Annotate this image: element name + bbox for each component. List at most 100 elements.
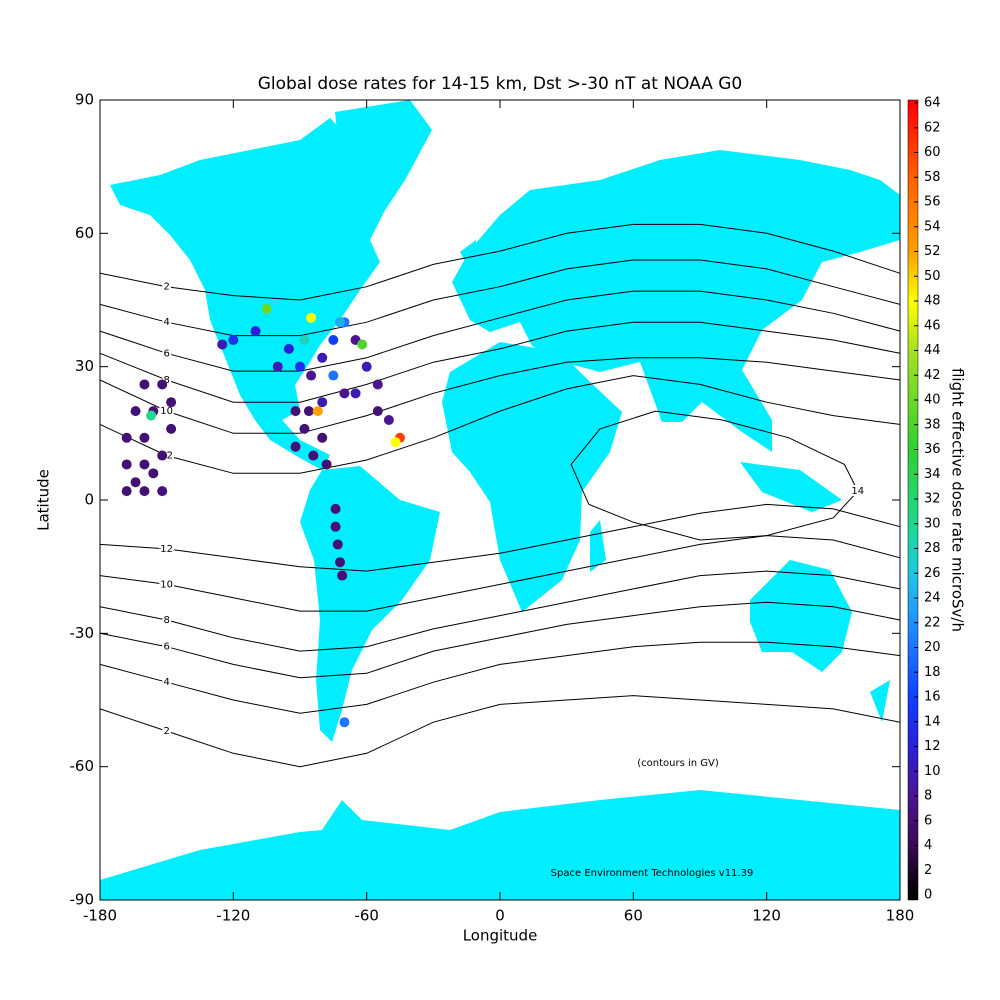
contour-label: 6 (163, 348, 169, 359)
y-tick-label: 60 (75, 224, 94, 242)
dose-point (295, 361, 305, 372)
dose-point (261, 303, 272, 314)
colorbar-tick-label: 46 (924, 318, 941, 333)
dose-point (130, 477, 141, 488)
colorbar-tick-label: 40 (924, 393, 941, 408)
colorbar-tick-label: 34 (924, 467, 941, 482)
dose-point (306, 312, 317, 323)
dose-point (317, 352, 328, 363)
dose-point (308, 450, 319, 461)
colorbar-tick-label: 24 (924, 591, 941, 606)
colorbar-tick-label: 36 (924, 442, 941, 457)
dose-point (299, 423, 310, 434)
colorbar-tick-label: 56 (924, 195, 941, 210)
dose-point (335, 557, 345, 568)
dose-point (361, 361, 372, 372)
dose-point (328, 335, 339, 345)
dose-point (383, 415, 394, 425)
colorbar-label: flight effective dose rate microSv/h (949, 368, 967, 632)
x-axis-label: Longitude (463, 927, 538, 945)
dose-point (139, 432, 150, 443)
contour-label: 6 (163, 642, 169, 653)
contour-label: 2 (163, 282, 169, 293)
contour-line (99, 601, 901, 679)
madagascar (590, 520, 606, 572)
colorbar-tick-label: 2 (924, 863, 932, 878)
colorbar-tick-label: 50 (924, 269, 941, 284)
dose-point (372, 379, 383, 390)
colorbar-tick-label: 14 (924, 714, 941, 729)
x-tick-label: -180 (83, 907, 117, 925)
contour-line (99, 641, 901, 714)
dose-point (306, 370, 317, 381)
contour-label: 8 (163, 615, 169, 626)
dose-point (390, 437, 401, 448)
dose-point (290, 441, 301, 452)
colorbar-tick-label: 22 (924, 615, 941, 630)
colorbar-tick-label: 18 (924, 665, 941, 680)
colorbar-tick-label: 28 (924, 541, 941, 556)
dose-point (299, 335, 310, 345)
colorbar (907, 99, 919, 901)
contour-line (99, 535, 901, 612)
colorbar-tick-label: 54 (924, 219, 941, 234)
dose-point (166, 397, 177, 408)
contour-line (99, 357, 901, 434)
greenland (335, 100, 432, 230)
australia (750, 560, 852, 672)
y-tick-label: 90 (75, 91, 94, 109)
colorbar-tick-label: 26 (924, 566, 941, 581)
colorbar-tick-label: 38 (924, 417, 941, 432)
colorbar-tick-label: 48 (924, 294, 941, 309)
dose-point (146, 410, 157, 421)
contour-label: 8 (163, 375, 169, 386)
contour-line (99, 321, 901, 403)
colorbar-tick-label: 64 (924, 96, 941, 111)
colorbar-tick-label: 6 (924, 813, 932, 828)
dose-point (157, 486, 168, 497)
dose-point (317, 432, 328, 443)
colorbar-tick-label: 10 (924, 764, 941, 779)
dose-point (250, 326, 261, 337)
antarctica (100, 790, 900, 900)
contour-line (99, 503, 901, 572)
x-tick-label: 180 (886, 907, 915, 925)
colorbar-tick-label: 20 (924, 640, 941, 655)
colorbar-tick-label: 8 (924, 789, 932, 804)
dose-point (321, 459, 332, 470)
dose-point (283, 343, 294, 354)
colorbar-tick-label: 32 (924, 492, 941, 507)
dose-point (372, 406, 383, 417)
dose-point (157, 450, 168, 461)
dose-point (357, 339, 368, 350)
dose-point (217, 339, 228, 350)
colorbar-tick-label: 4 (924, 838, 932, 853)
eurasia (452, 150, 900, 452)
colorbar-tick-label: 16 (924, 690, 941, 705)
indonesia (740, 462, 842, 512)
new-zealand (870, 680, 890, 722)
contour-line (99, 223, 901, 301)
contour-label: 4 (163, 317, 169, 328)
colorbar-tick-label: 52 (924, 244, 941, 259)
dose-point (272, 361, 283, 372)
dose-point (139, 379, 150, 390)
dose-point (312, 406, 323, 417)
dose-point (139, 459, 150, 470)
contour-line (99, 290, 901, 372)
contour-line (99, 375, 901, 474)
colorbar-tick-label: 42 (924, 368, 941, 383)
dose-point (350, 388, 361, 399)
y-tick-label: 30 (75, 357, 94, 375)
x-tick-label: -60 (354, 907, 379, 925)
dose-point (317, 397, 328, 408)
colorbar-tick-label: 62 (924, 120, 941, 135)
contour-line (99, 570, 901, 652)
dose-point (339, 388, 350, 399)
y-tick-label: -30 (70, 624, 95, 642)
annotation: (contours in GV) (637, 758, 719, 769)
dose-point (121, 486, 132, 497)
x-tick-label: 120 (752, 907, 781, 925)
contour-line (99, 695, 901, 768)
britain (460, 240, 476, 276)
